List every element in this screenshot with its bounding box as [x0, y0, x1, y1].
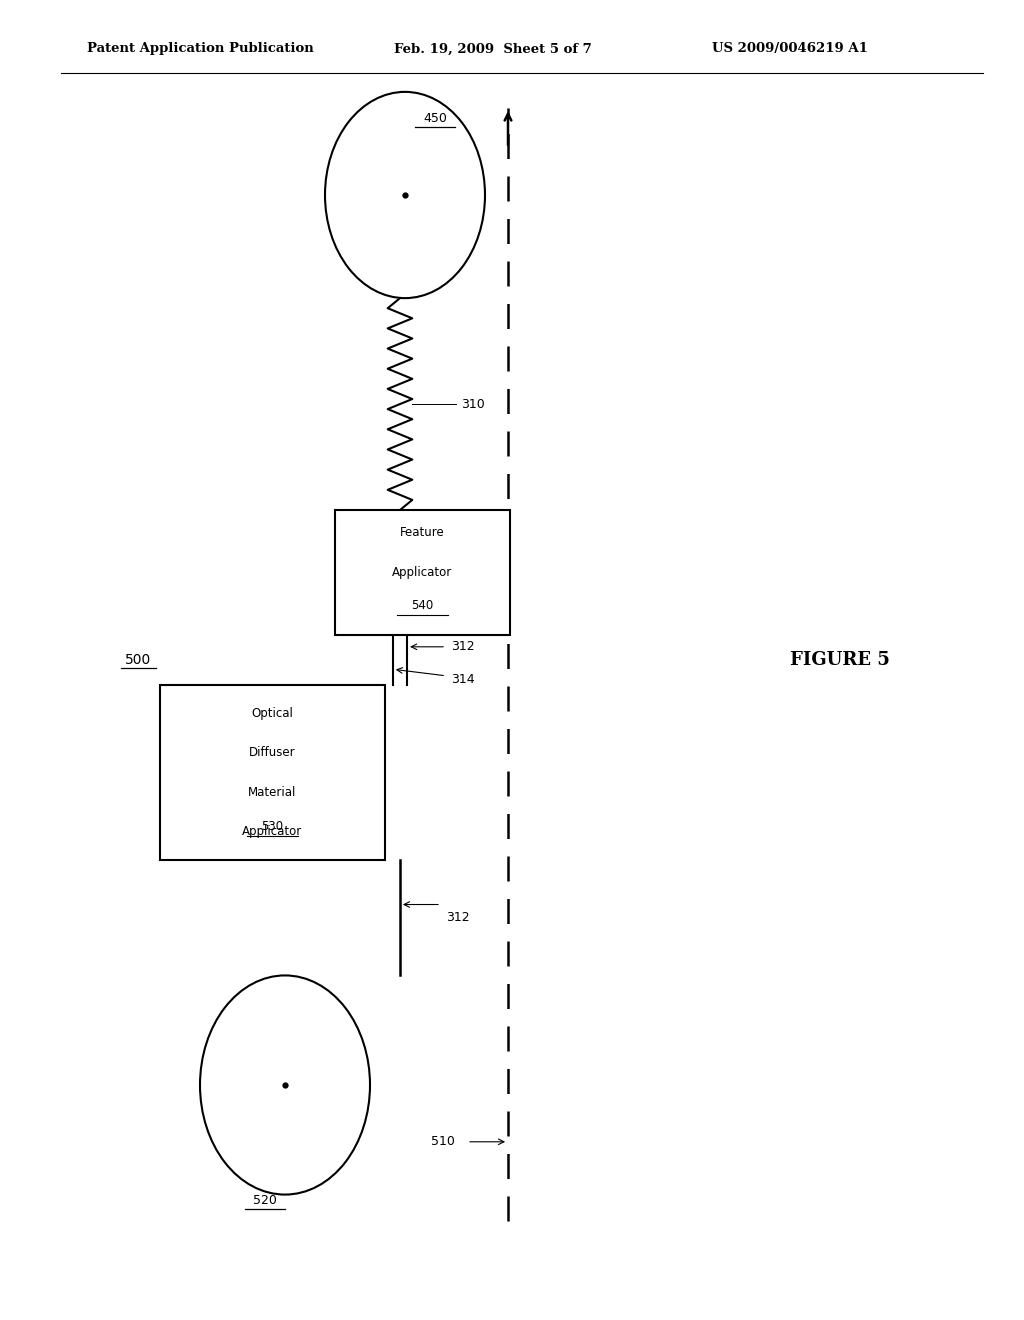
Bar — [335, 510, 510, 635]
Text: 520: 520 — [253, 1193, 276, 1206]
Text: Feb. 19, 2009  Sheet 5 of 7: Feb. 19, 2009 Sheet 5 of 7 — [394, 42, 592, 55]
Text: FIGURE 5: FIGURE 5 — [790, 651, 890, 669]
Text: 500: 500 — [125, 653, 152, 667]
Text: US 2009/0046219 A1: US 2009/0046219 A1 — [712, 42, 867, 55]
Text: 310: 310 — [462, 397, 485, 411]
Text: 312: 312 — [452, 640, 475, 653]
Text: Material: Material — [248, 785, 297, 799]
Text: 312: 312 — [446, 911, 470, 924]
Bar — [160, 685, 385, 861]
Text: 540: 540 — [412, 599, 433, 612]
Text: Applicator: Applicator — [392, 566, 453, 579]
Text: 510: 510 — [431, 1135, 455, 1148]
Text: 530: 530 — [261, 821, 284, 833]
Text: Patent Application Publication: Patent Application Publication — [87, 42, 313, 55]
Text: 450: 450 — [423, 111, 446, 124]
Text: Optical: Optical — [252, 706, 294, 719]
Text: 314: 314 — [452, 673, 475, 686]
Text: Diffuser: Diffuser — [249, 746, 296, 759]
Text: Feature: Feature — [400, 527, 444, 540]
Text: Applicator: Applicator — [243, 825, 303, 838]
